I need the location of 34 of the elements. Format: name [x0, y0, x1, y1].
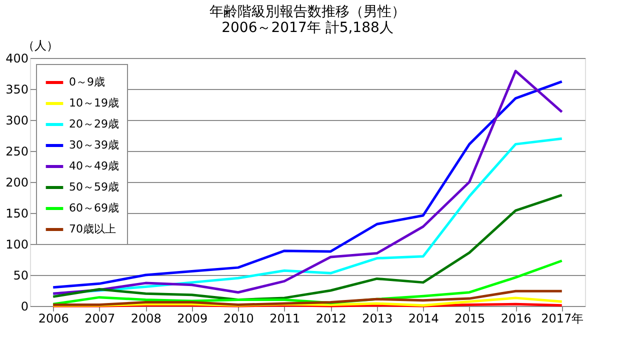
y-tick-label: 350	[6, 82, 28, 96]
y-tick-label: 50	[13, 268, 28, 282]
legend-label: 0～9歳	[69, 76, 105, 88]
legend-label: 60～69歳	[69, 202, 119, 214]
legend-label: 70歳以上	[69, 222, 116, 236]
y-tick-label: 150	[6, 206, 28, 220]
x-tick-label: 2017年	[541, 312, 584, 326]
y-tick-label: 300	[6, 114, 28, 128]
y-tick-label: 100	[6, 238, 28, 252]
x-tick-label: 2016	[500, 312, 532, 326]
line-series	[52, 290, 564, 306]
legend-label: 40～49歳	[69, 160, 119, 172]
x-tick-label: 2014	[408, 312, 439, 326]
x-tick-label: 2008	[130, 312, 162, 326]
y-tick-label: 250	[6, 144, 28, 158]
x-tick-label: 2015	[454, 312, 486, 326]
y-tick-label: 200	[6, 176, 28, 190]
legend-label: 50～59歳	[69, 180, 119, 194]
x-tick-label: 2011	[270, 312, 300, 326]
y-tick-label: 0	[20, 300, 28, 314]
x-tick-label: 2012	[316, 312, 346, 326]
legend-label: 20～29歳	[69, 118, 119, 130]
x-tick-label: 2009	[177, 312, 208, 326]
chart-subtitle: 2006～2017年 計5,188人	[222, 20, 394, 36]
x-tick-label: 2007	[84, 312, 116, 326]
line-series	[52, 194, 564, 302]
x-tick-label: 2010	[223, 312, 254, 326]
y-axis-title: （人）	[22, 38, 58, 52]
legend-label: 30～39歳	[69, 138, 119, 152]
chart-title: 年齢階級別報告数推移（男性）	[210, 4, 406, 20]
x-tick-label: 2006	[38, 312, 69, 326]
legend-label: 10～19歳	[69, 96, 119, 110]
x-tick-label: 2013	[362, 312, 393, 326]
y-tick-label: 400	[6, 52, 28, 66]
